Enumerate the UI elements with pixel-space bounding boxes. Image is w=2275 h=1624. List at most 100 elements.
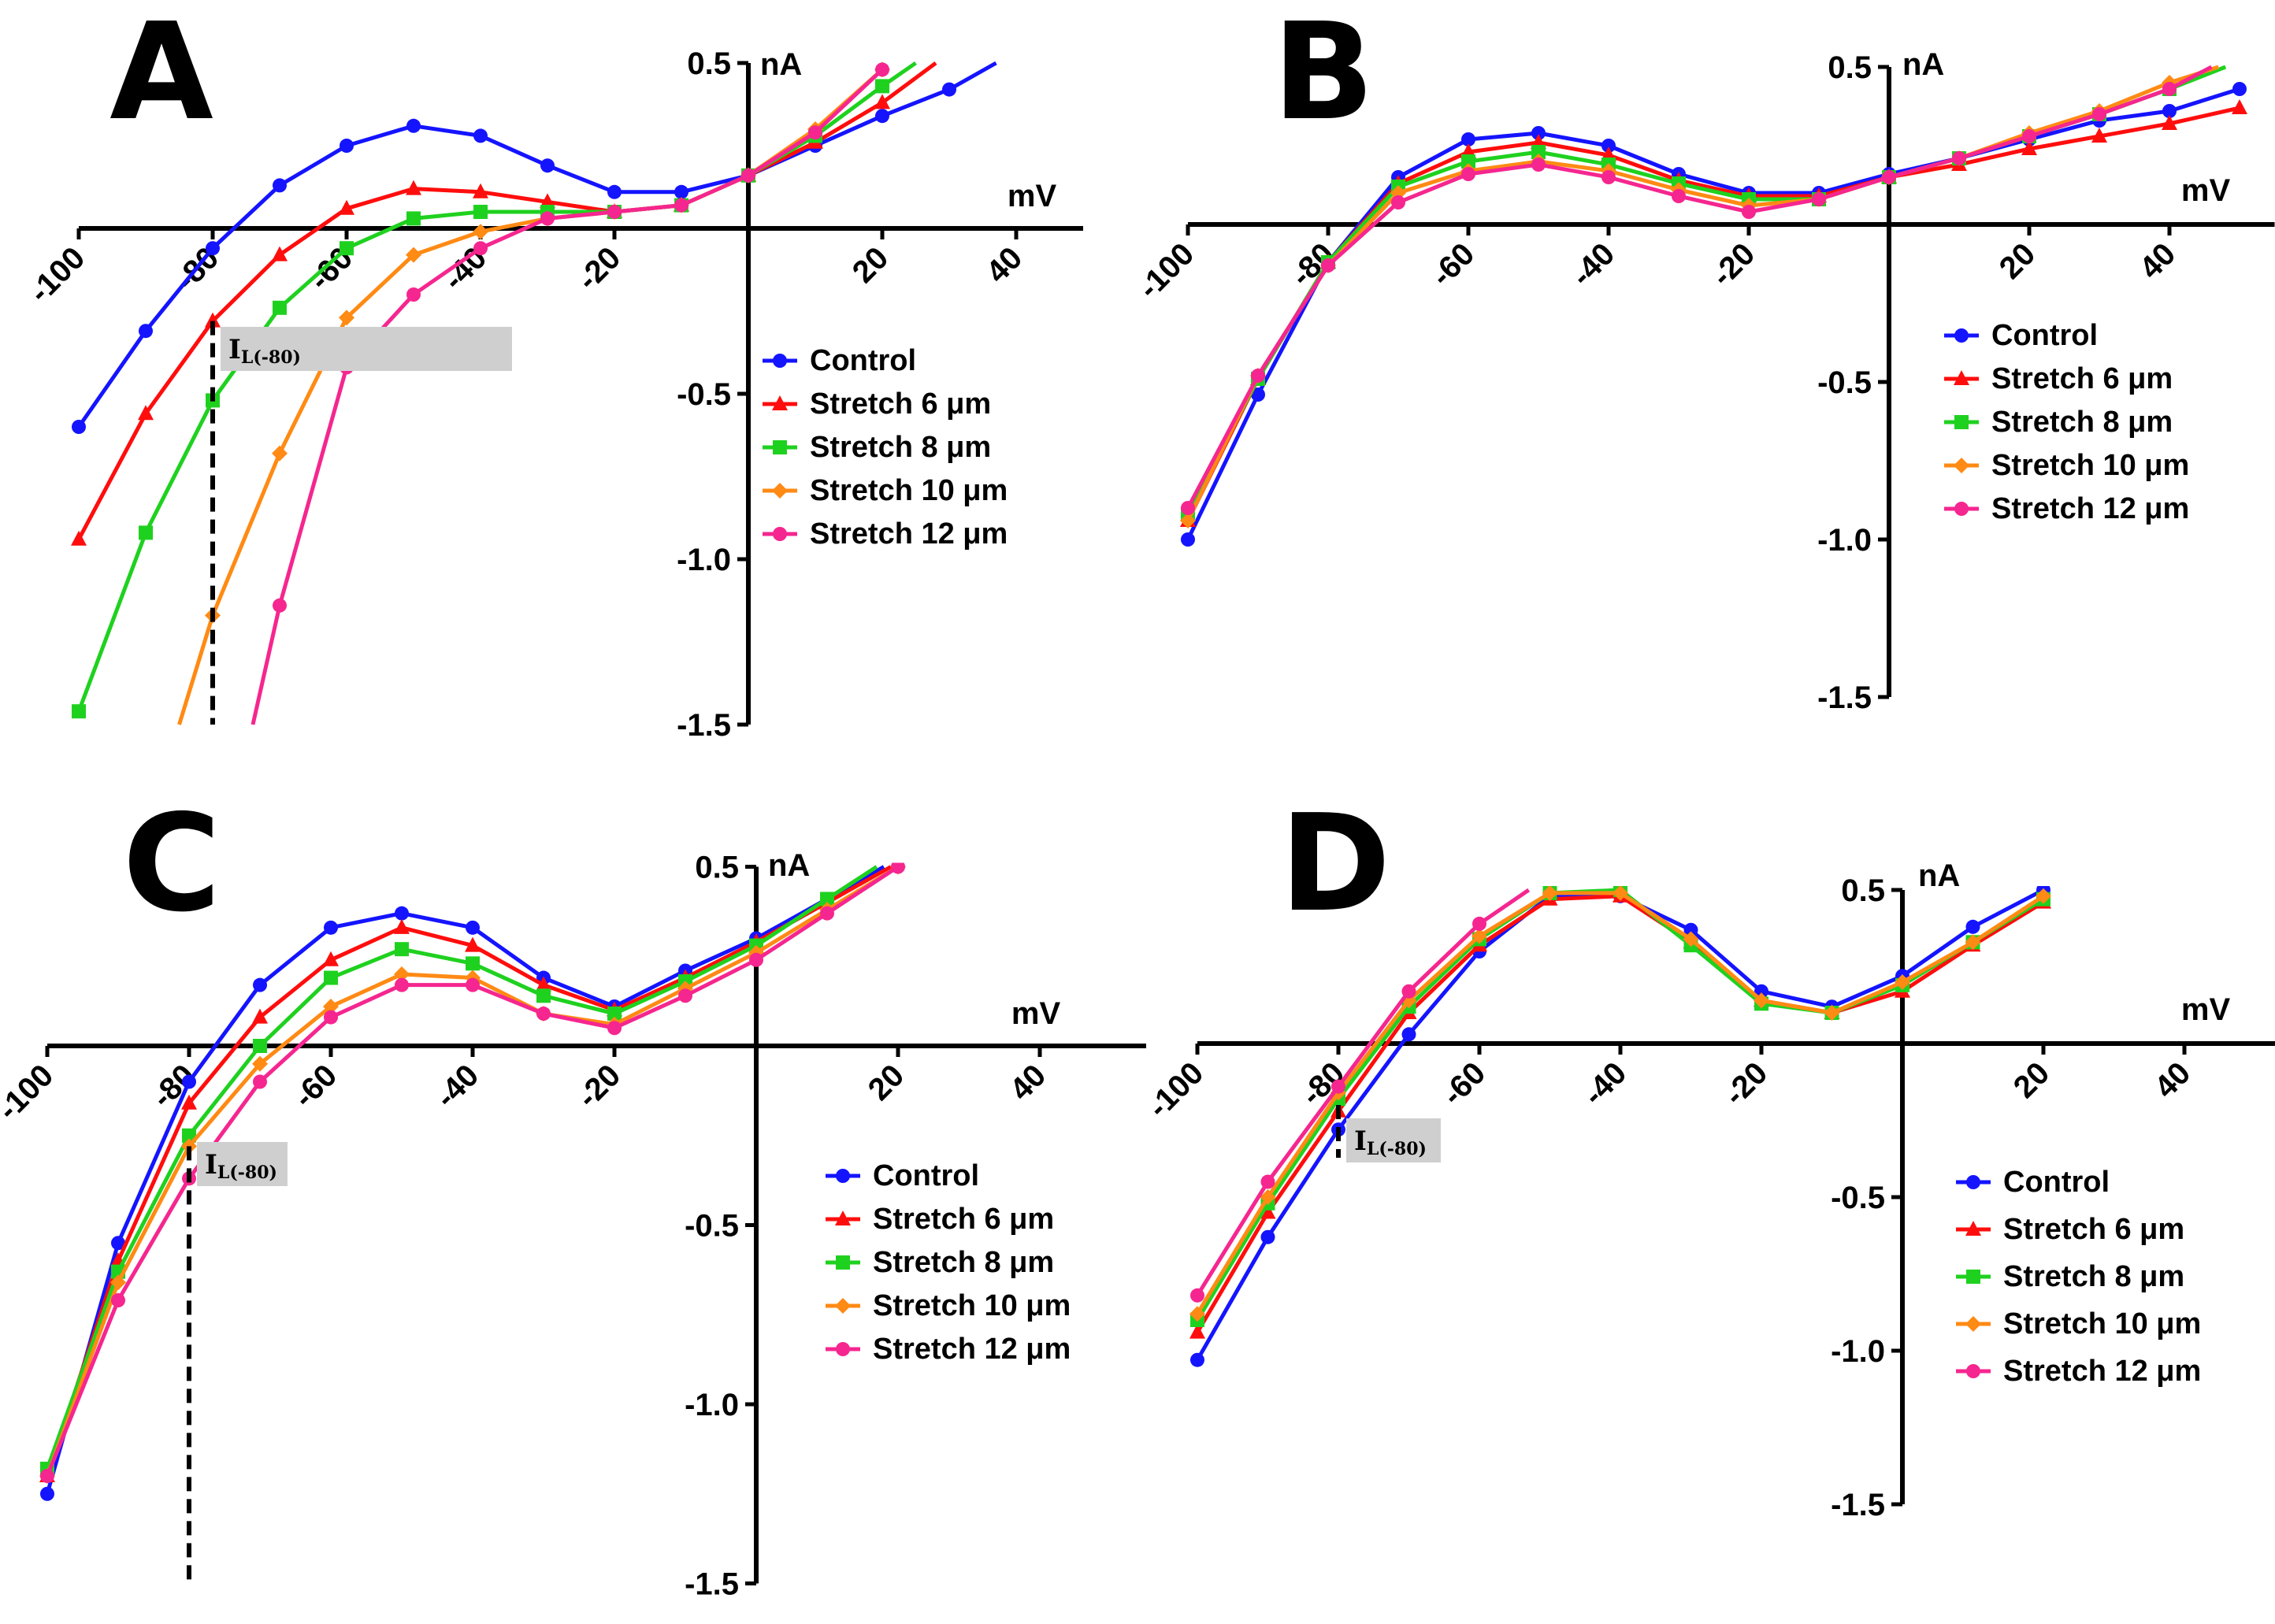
y-tick-label-d: -1.5 xyxy=(1831,1488,1885,1522)
x-tick-label-c: -100 xyxy=(0,1058,60,1127)
legend-marker-b xyxy=(1954,458,1969,473)
data-point-b xyxy=(2232,99,2247,114)
data-point-d xyxy=(2036,888,2051,904)
data-point-a xyxy=(741,168,755,183)
series-line-b xyxy=(1186,65,2220,522)
series-line-a xyxy=(177,68,884,725)
panel-letter-a: A xyxy=(109,0,213,150)
data-point-b xyxy=(1251,387,1265,402)
legend-marker-a xyxy=(772,395,788,410)
data-point-b xyxy=(1391,195,1405,209)
data-point-b xyxy=(2092,107,2106,121)
x-tick-label-b: 20 xyxy=(1993,236,2043,286)
data-point-c xyxy=(40,1469,54,1483)
data-point-c xyxy=(111,1236,125,1251)
data-point-d xyxy=(1260,1189,1276,1205)
data-point-c xyxy=(324,970,338,985)
legend-marker-a xyxy=(772,483,788,499)
data-point-c xyxy=(324,920,338,935)
series-b-5 xyxy=(1181,65,2213,515)
data-point-d xyxy=(1260,1203,1276,1219)
data-point-a xyxy=(607,205,622,219)
legend-label-a: Stretch 10 μm xyxy=(810,474,1008,507)
data-point-c xyxy=(466,920,480,935)
series-a-1 xyxy=(72,61,997,434)
x-tick-label-b: 40 xyxy=(2133,236,2183,286)
data-point-c xyxy=(536,976,551,992)
y-tick-label-c: 0.5 xyxy=(695,851,739,885)
x-tick-label-a: 20 xyxy=(846,240,896,290)
data-point-c xyxy=(323,998,339,1014)
annotation-label-a: IL(-80) xyxy=(228,334,301,368)
data-point-a xyxy=(72,704,86,719)
data-point-a xyxy=(674,184,688,199)
legend-marker-b xyxy=(1954,502,1969,516)
data-point-a xyxy=(540,158,555,173)
data-point-d xyxy=(1542,886,1558,901)
y-tick-label-c: -1.5 xyxy=(685,1567,739,1602)
data-point-c xyxy=(394,966,410,982)
data-point-a xyxy=(540,193,555,209)
data-point-b xyxy=(2021,140,2037,155)
y-tick-label-a: -1.5 xyxy=(677,708,731,743)
legend-marker-d xyxy=(1966,1175,1980,1189)
data-point-b xyxy=(1882,170,1896,184)
data-point-b xyxy=(1181,501,1195,515)
y-tick-label-d: -1.0 xyxy=(1831,1334,1885,1369)
y-tick-label-b: 0.5 xyxy=(1828,50,1872,85)
legend-label-c: Control xyxy=(873,1159,979,1192)
data-point-c xyxy=(252,1008,268,1024)
y-axis-title-c: nA xyxy=(768,848,810,883)
data-point-c xyxy=(678,988,692,1003)
legend-marker-a xyxy=(773,354,787,368)
legend-marker-b xyxy=(1954,370,1969,385)
x-tick-label-b: -40 xyxy=(1564,236,1621,293)
annotation-box-c xyxy=(197,1142,288,1186)
data-point-b xyxy=(1461,154,1475,169)
series-a-3 xyxy=(72,61,917,719)
data-point-b xyxy=(2162,115,2177,130)
data-point-b xyxy=(2162,104,2177,118)
legend-label-a: Control xyxy=(810,344,916,377)
legend-label-b: Control xyxy=(1991,319,2098,352)
data-point-c xyxy=(395,977,409,992)
data-point-a xyxy=(406,247,421,263)
data-point-a xyxy=(71,530,87,546)
legend-label-a: Stretch 8 μm xyxy=(810,431,991,464)
data-point-a xyxy=(139,324,153,339)
legend-label-a: Stretch 12 μm xyxy=(810,517,1008,551)
data-point-a xyxy=(473,224,488,240)
data-point-c xyxy=(466,956,480,971)
data-point-a xyxy=(139,525,153,540)
data-point-d xyxy=(1190,1352,1204,1367)
data-point-b xyxy=(1251,369,1265,383)
data-point-c xyxy=(323,951,339,966)
data-point-c xyxy=(111,1293,125,1308)
data-point-c xyxy=(465,936,481,952)
x-tick-label-c: 20 xyxy=(862,1058,911,1107)
data-point-a xyxy=(72,420,86,434)
data-point-c xyxy=(253,1074,267,1089)
legend-marker-c xyxy=(835,1211,851,1225)
panel-d: D-100 -80 -60 -40 -20 20 400.5-0.5-1.0-1.5mVnA… xyxy=(1141,786,2275,1522)
x-tick-label-d: -20 xyxy=(1717,1055,1774,1112)
data-point-a xyxy=(875,109,889,124)
x-axis-title-d: mV xyxy=(2181,992,2231,1027)
legend-label-d: Stretch 8 μm xyxy=(2003,1260,2184,1293)
data-point-c xyxy=(110,1274,126,1291)
data-point-a xyxy=(205,312,221,328)
legend-label-d: Stretch 6 μm xyxy=(2003,1213,2184,1246)
legend-marker-c xyxy=(836,1169,850,1183)
legend-label-c: Stretch 10 μm xyxy=(873,1289,1071,1322)
data-point-c xyxy=(252,1055,268,1072)
data-point-b xyxy=(2022,129,2036,143)
x-tick-label-d: -60 xyxy=(1435,1055,1492,1112)
x-tick-label-b: -20 xyxy=(1705,236,1761,293)
data-point-d xyxy=(1965,934,1981,951)
data-point-b xyxy=(2091,128,2107,143)
data-point-d xyxy=(1401,1027,1416,1042)
data-point-d xyxy=(1683,931,1699,947)
legend-label-b: Stretch 12 μm xyxy=(1991,492,2189,525)
panel-letter-b: B xyxy=(1272,0,1375,150)
y-tick-label-c: -0.5 xyxy=(685,1209,739,1244)
